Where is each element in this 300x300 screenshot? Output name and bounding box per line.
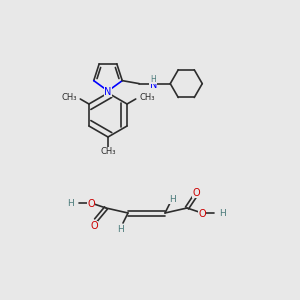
Text: O: O	[192, 188, 200, 198]
Text: N: N	[104, 87, 112, 97]
Text: H: H	[150, 75, 156, 84]
Text: O: O	[198, 209, 206, 219]
Text: O: O	[87, 199, 95, 209]
Text: H: H	[219, 209, 226, 218]
Text: H: H	[118, 224, 124, 233]
Text: H: H	[169, 194, 176, 203]
Text: H: H	[67, 200, 74, 208]
Text: O: O	[90, 221, 98, 231]
Text: CH₃: CH₃	[139, 94, 155, 103]
Text: CH₃: CH₃	[61, 94, 77, 103]
Text: N: N	[150, 80, 157, 90]
Text: CH₃: CH₃	[100, 148, 116, 157]
